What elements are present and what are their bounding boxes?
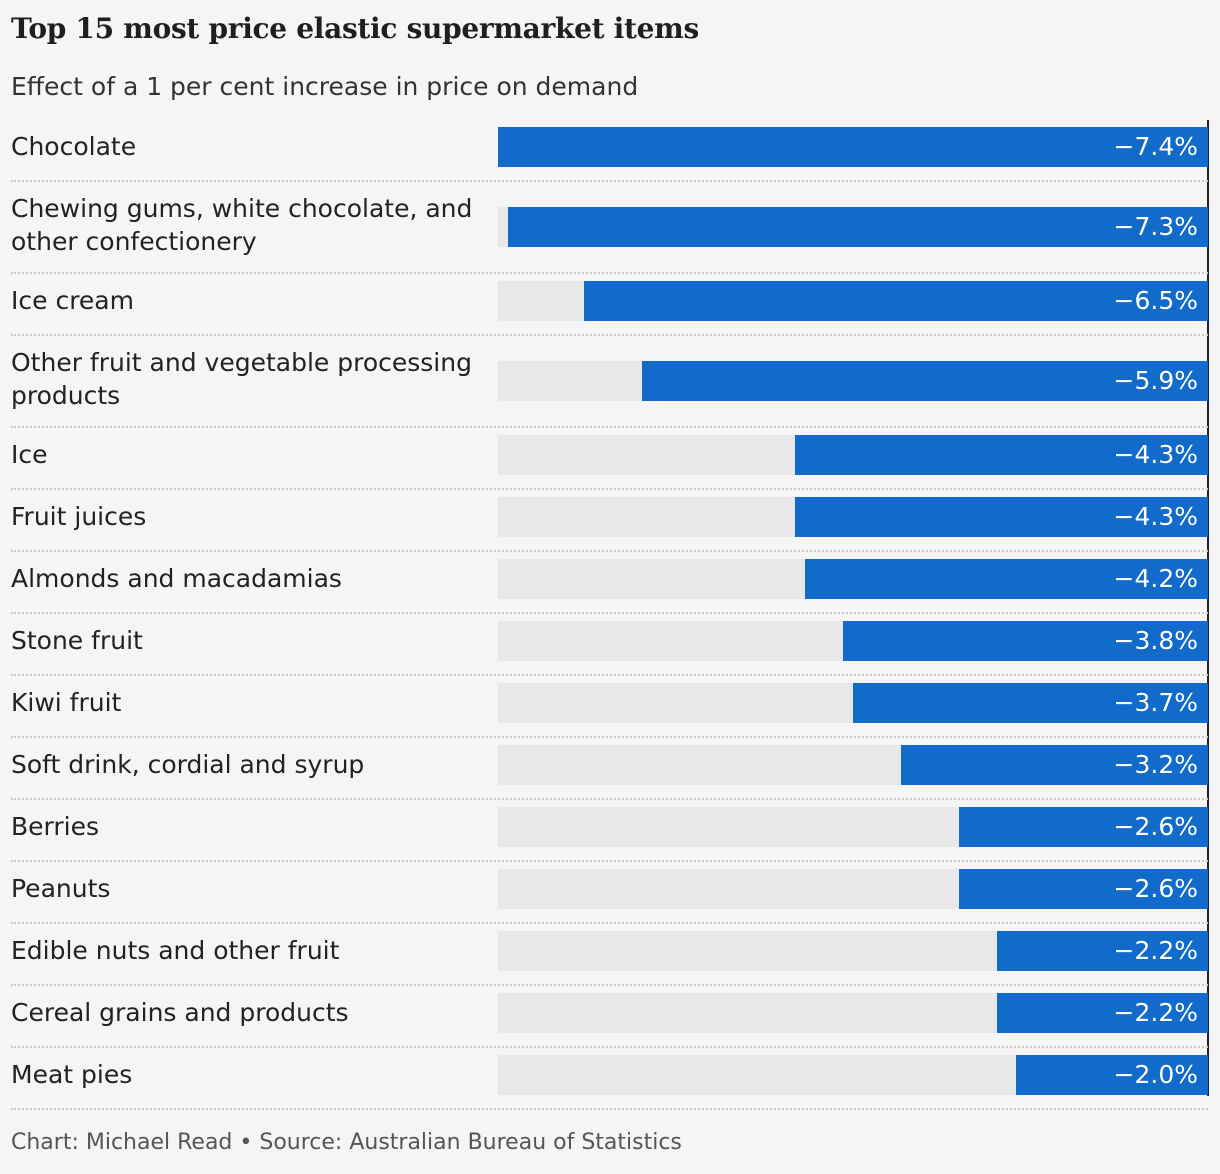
category-label: Almonds and macadamias [11, 564, 342, 593]
bar-value-label: −7.4% [1113, 132, 1198, 161]
bar-value-label: −4.2% [1113, 564, 1198, 593]
category-label: Edible nuts and other fruit [11, 936, 340, 965]
bar-row: Chewing gums, white chocolate, and other… [11, 182, 1208, 274]
bar: −2.6% [959, 807, 1208, 847]
bar-track: −2.6% [498, 869, 1208, 909]
category-label: Cereal grains and products [11, 998, 349, 1027]
bar-track: −2.2% [498, 993, 1208, 1033]
category-label: Ice cream [11, 286, 134, 315]
bar-row: Fruit juices −4.3% [11, 490, 1208, 552]
chart-title: Top 15 most price elastic supermarket it… [11, 12, 699, 45]
bar-track: −6.5% [498, 281, 1208, 321]
bar-track: −4.3% [498, 497, 1208, 537]
category-label: Meat pies [11, 1060, 133, 1089]
bar-track: −3.8% [498, 621, 1208, 661]
category-label: Chocolate [11, 132, 137, 161]
bar: −3.2% [901, 745, 1208, 785]
bar-value-label: −2.6% [1113, 874, 1198, 903]
bar-value-label: −4.3% [1113, 502, 1198, 531]
bar-row: Berries −2.6% [11, 800, 1208, 862]
bar-value-label: −2.0% [1113, 1060, 1198, 1089]
category-label: Stone fruit [11, 626, 143, 655]
bar-track: −2.0% [498, 1055, 1208, 1095]
bar: −6.5% [584, 281, 1208, 321]
bar-row: Soft drink, cordial and syrup −3.2% [11, 738, 1208, 800]
category-label: Peanuts [11, 874, 111, 903]
bar-row: Stone fruit −3.8% [11, 614, 1208, 676]
bar-value-label: −3.7% [1113, 688, 1198, 717]
bar-track: −5.9% [498, 361, 1208, 401]
category-label: Soft drink, cordial and syrup [11, 750, 365, 779]
category-label: Berries [11, 812, 100, 841]
bar: −4.3% [795, 497, 1208, 537]
bar-row: Ice cream −6.5% [11, 274, 1208, 336]
bar-track: −4.3% [498, 435, 1208, 475]
bar-track: −4.2% [498, 559, 1208, 599]
category-label: Chewing gums, white chocolate, and other… [11, 194, 473, 256]
category-label: Ice [11, 440, 48, 469]
bar: −3.7% [853, 683, 1208, 723]
bar-row: Kiwi fruit −3.7% [11, 676, 1208, 738]
bar-row: Other fruit and vegetable processing pro… [11, 336, 1208, 428]
bar-value-label: −6.5% [1113, 286, 1198, 315]
bar-track: −7.4% [498, 127, 1208, 167]
bar-value-label: −2.2% [1113, 998, 1198, 1027]
category-label: Kiwi fruit [11, 688, 122, 717]
bar-row: Ice −4.3% [11, 428, 1208, 490]
bar-chart: Chocolate −7.4% Chewing gums, white chocol… [0, 120, 1220, 1110]
bar-row: Meat pies −2.0% [11, 1048, 1208, 1110]
bar-row: Peanuts −2.6% [11, 862, 1208, 924]
bar-row: Chocolate −7.4% [11, 120, 1208, 182]
bar-value-label: −5.9% [1113, 366, 1198, 395]
bar-row: Almonds and macadamias −4.2% [11, 552, 1208, 614]
bar: −4.2% [805, 559, 1208, 599]
chart-footer: Chart: Michael Read • Source: Australian… [11, 1130, 682, 1155]
bar: −4.3% [795, 435, 1208, 475]
bar-row: Cereal grains and products −2.2% [11, 986, 1208, 1048]
bar: −5.9% [642, 361, 1208, 401]
bar-track: −7.3% [498, 207, 1208, 247]
category-label: Fruit juices [11, 502, 147, 531]
bar: −7.4% [498, 127, 1208, 167]
bar: −3.8% [843, 621, 1208, 661]
bar-value-label: −2.6% [1113, 812, 1198, 841]
bar: −7.3% [508, 207, 1208, 247]
bar-track: −3.7% [498, 683, 1208, 723]
bar: −2.2% [997, 931, 1208, 971]
chart-subtitle: Effect of a 1 per cent increase in price… [11, 72, 639, 101]
bar: −2.6% [959, 869, 1208, 909]
bar-value-label: −7.3% [1113, 212, 1198, 241]
bar-track: −2.6% [498, 807, 1208, 847]
category-label: Other fruit and vegetable processing pro… [11, 348, 472, 410]
bar-track: −2.2% [498, 931, 1208, 971]
bar-row: Edible nuts and other fruit −2.2% [11, 924, 1208, 986]
bar: −2.2% [997, 993, 1208, 1033]
bar-value-label: −3.2% [1113, 750, 1198, 779]
bar-track: −3.2% [498, 745, 1208, 785]
bar: −2.0% [1016, 1055, 1208, 1095]
zero-axis-line [1207, 120, 1209, 1096]
bar-value-label: −3.8% [1113, 626, 1198, 655]
bar-value-label: −4.3% [1113, 440, 1198, 469]
bar-value-label: −2.2% [1113, 936, 1198, 965]
